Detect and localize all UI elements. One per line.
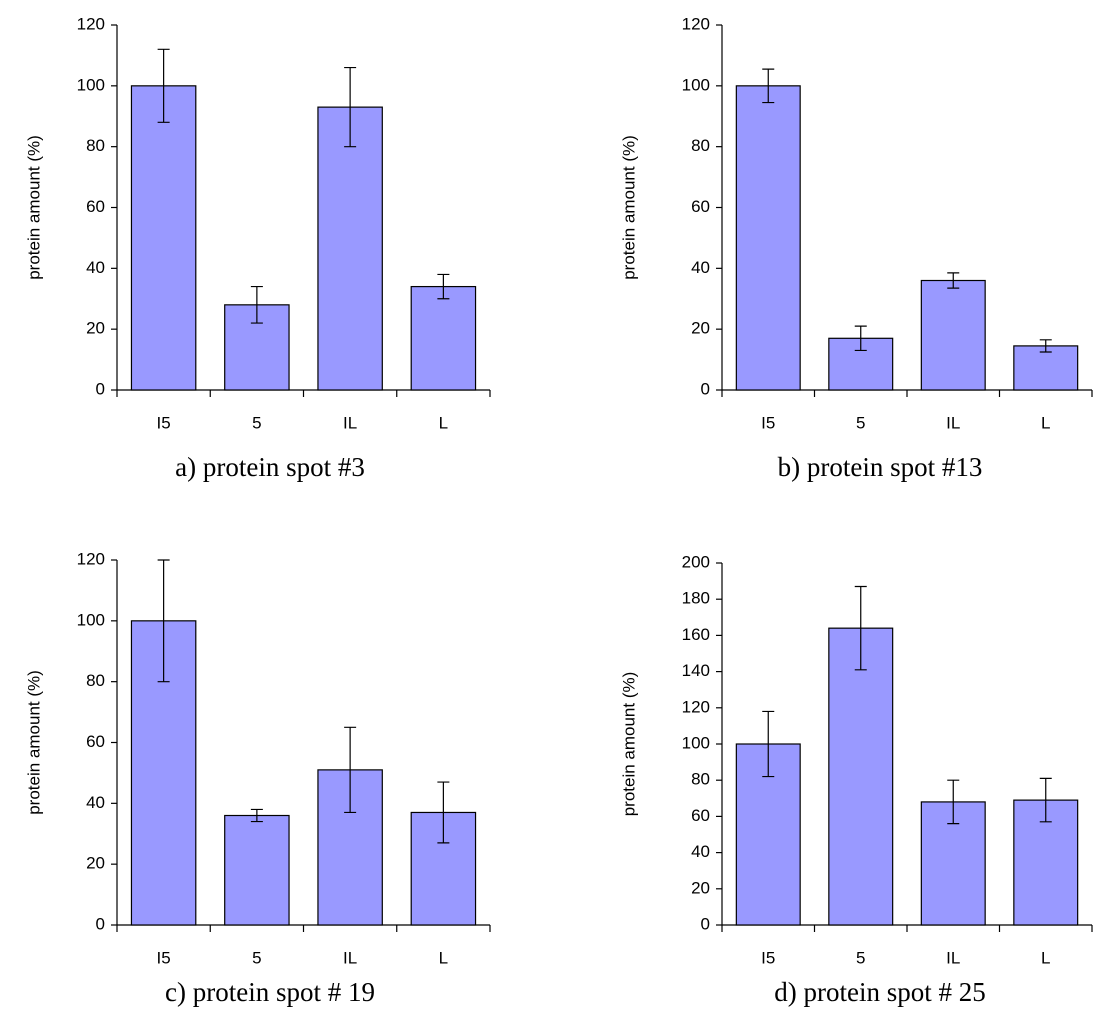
y-tick-label: 40 xyxy=(691,842,710,861)
y-tick-label: 120 xyxy=(77,14,105,33)
x-tick-label: 5 xyxy=(856,413,865,432)
x-tick-label: I5 xyxy=(761,948,775,967)
y-tick-label: 20 xyxy=(691,319,710,338)
y-tick-label: 0 xyxy=(96,379,105,398)
bar xyxy=(130,85,197,391)
y-tick-label: 20 xyxy=(86,319,105,338)
y-tick-label: 40 xyxy=(86,793,105,812)
y-tick-label: 180 xyxy=(682,589,710,608)
error-bar xyxy=(437,273,450,300)
y-tick-label: 120 xyxy=(682,697,710,716)
error-bar xyxy=(250,808,263,823)
y-tick-label: 60 xyxy=(86,197,105,216)
x-tick-label: L xyxy=(1041,948,1050,967)
bar xyxy=(735,85,801,391)
y-tick-label: 80 xyxy=(691,770,710,789)
bar xyxy=(317,106,383,391)
x-tick-label: I5 xyxy=(761,413,775,432)
y-tick-label: 100 xyxy=(682,733,710,752)
y-axis-label: protein amount (%) xyxy=(619,672,638,817)
y-axis-label: protein amount (%) xyxy=(24,670,43,815)
y-tick-label: 40 xyxy=(86,258,105,277)
chart-caption: d) protein spot # 25 xyxy=(774,977,985,1007)
y-tick-label: 120 xyxy=(77,549,105,568)
error-bar xyxy=(437,781,450,844)
error-bar xyxy=(762,710,775,778)
error-bar xyxy=(1039,339,1052,353)
y-tick-label: 100 xyxy=(77,610,105,629)
y-tick-label: 80 xyxy=(86,136,105,155)
error-bar xyxy=(344,726,357,814)
y-tick-label: 140 xyxy=(682,661,710,680)
x-tick-label: IL xyxy=(946,948,960,967)
y-tick-label: 60 xyxy=(86,732,105,751)
x-tick-label: 5 xyxy=(856,948,865,967)
error-bar xyxy=(854,325,867,352)
x-tick-label: L xyxy=(439,413,448,432)
bar xyxy=(828,627,894,926)
y-tick-label: 160 xyxy=(682,625,710,644)
bar xyxy=(1013,345,1079,391)
y-tick-label: 60 xyxy=(691,806,710,825)
x-tick-label: IL xyxy=(343,413,357,432)
y-tick-label: 80 xyxy=(86,671,105,690)
y-tick-label: 0 xyxy=(701,379,710,398)
error-bar xyxy=(1039,777,1052,823)
x-tick-label: 5 xyxy=(252,948,261,967)
bar xyxy=(920,279,986,391)
x-tick-label: 5 xyxy=(252,413,261,432)
x-tick-label: I5 xyxy=(157,413,171,432)
y-tick-label: 120 xyxy=(682,14,710,33)
y-tick-label: 60 xyxy=(691,197,710,216)
error-bar xyxy=(157,48,170,123)
y-tick-label: 40 xyxy=(691,258,710,277)
error-bar xyxy=(344,66,357,148)
y-tick-label: 0 xyxy=(701,914,710,933)
x-tick-label: I5 xyxy=(157,948,171,967)
error-bar xyxy=(250,285,263,324)
error-bar xyxy=(762,68,775,104)
error-bar xyxy=(947,779,960,825)
y-tick-label: 0 xyxy=(96,914,105,933)
y-tick-label: 20 xyxy=(691,878,710,897)
error-bar xyxy=(157,559,170,683)
y-tick-label: 100 xyxy=(77,75,105,94)
y-axis-label: protein amount (%) xyxy=(24,135,43,280)
error-bar xyxy=(947,272,960,289)
chart-caption: c) protein spot # 19 xyxy=(165,977,375,1007)
x-tick-label: L xyxy=(1041,413,1050,432)
y-tick-label: 80 xyxy=(691,136,710,155)
y-tick-label: 100 xyxy=(682,75,710,94)
x-tick-label: IL xyxy=(946,413,960,432)
x-tick-label: L xyxy=(439,948,448,967)
bar xyxy=(410,285,477,391)
chart-caption: b) protein spot #13 xyxy=(778,452,983,482)
y-tick-label: 200 xyxy=(682,552,710,571)
y-tick-label: 20 xyxy=(86,854,105,873)
chart-caption: a) protein spot #3 xyxy=(175,452,365,482)
bar xyxy=(224,814,290,926)
error-bar xyxy=(854,585,867,671)
x-tick-label: IL xyxy=(343,948,357,967)
y-axis-label: protein amount (%) xyxy=(619,135,638,280)
